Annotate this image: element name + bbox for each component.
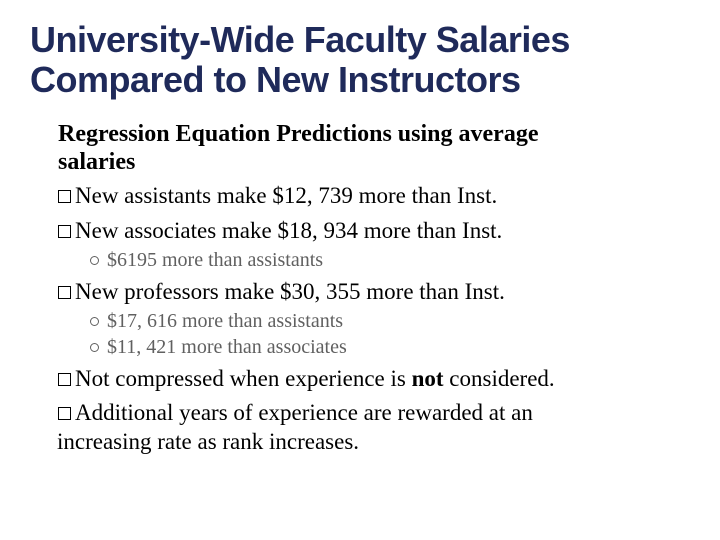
subtitle-line-2: salaries <box>58 149 135 175</box>
title-line-2: Compared to New Instructors <box>30 59 521 100</box>
sub-bullet-text: $11, 421 more than associates <box>107 335 347 359</box>
bullet-text-bold: not <box>412 366 444 391</box>
sub-bullet-item: $17, 616 more than assistants <box>90 309 680 333</box>
bullet-text: New professors make $30, 355 more than I… <box>75 278 505 307</box>
circle-bullet-icon <box>90 317 99 326</box>
sub-bullet-text: $17, 616 more than assistants <box>107 309 343 333</box>
square-bullet-icon <box>58 225 71 238</box>
square-bullet-icon <box>58 373 71 386</box>
bullet-text: Not compressed when experience is not co… <box>75 365 555 394</box>
slide-title: University-Wide Faculty Salaries Compare… <box>30 20 680 99</box>
bullet-item: New assistants make $12, 739 more than I… <box>58 182 680 211</box>
bullet-text: Additional years of experience are rewar… <box>75 399 533 457</box>
sub-bullet-item: $6195 more than assistants <box>90 248 680 272</box>
bullet-text-line-2: increasing rate as rank increases. <box>57 428 359 457</box>
bullet-item: New professors make $30, 355 more than I… <box>58 278 680 307</box>
square-bullet-icon <box>58 407 71 420</box>
title-line-1: University-Wide Faculty Salaries <box>30 19 570 60</box>
bullet-text-line-1: Additional years of experience are rewar… <box>75 400 533 425</box>
square-bullet-icon <box>58 190 71 203</box>
bullet-text: New assistants make $12, 739 more than I… <box>75 182 497 211</box>
bullet-item: New associates make $18, 934 more than I… <box>58 217 680 246</box>
bullet-text-post: considered. <box>444 366 555 391</box>
bullet-text-pre: Not compressed when experience is <box>75 366 412 391</box>
square-bullet-icon <box>58 286 71 299</box>
circle-bullet-icon <box>90 256 99 265</box>
sub-bullet-text: $6195 more than assistants <box>107 248 323 272</box>
bullet-item: Additional years of experience are rewar… <box>58 399 680 457</box>
bullet-text: New associates make $18, 934 more than I… <box>75 217 502 246</box>
slide-subtitle: Regression Equation Predictions using av… <box>58 121 680 176</box>
sub-bullet-item: $11, 421 more than associates <box>90 335 680 359</box>
subtitle-line-1: Regression Equation Predictions using av… <box>58 121 538 147</box>
bullet-item: Not compressed when experience is not co… <box>58 365 680 394</box>
circle-bullet-icon <box>90 343 99 352</box>
